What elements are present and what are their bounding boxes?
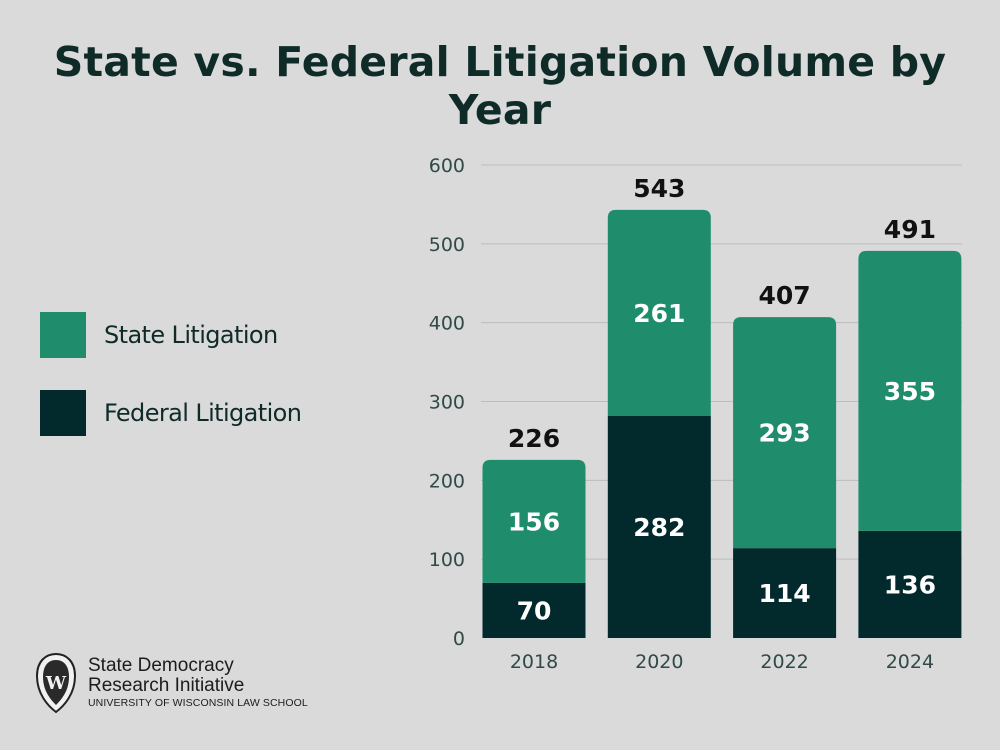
legend-label-state: State Litigation — [104, 321, 278, 349]
total-label-2018: 226 — [508, 424, 560, 453]
y-tick-label: 500 — [429, 234, 465, 256]
x-tick-label-2024: 2024 — [886, 651, 934, 673]
y-tick-label: 200 — [429, 470, 465, 492]
data-label-state-2024: 355 — [884, 377, 936, 406]
bar-state-2018 — [482, 459, 586, 583]
legend-item-state: State Litigation — [40, 312, 301, 358]
bar-federal-2020 — [607, 415, 711, 638]
y-tick-label: 600 — [429, 155, 465, 177]
logo-text: State Democracy Research Initiative UNIV… — [88, 654, 308, 711]
data-label-federal-2022: 114 — [759, 579, 811, 608]
bar-federal-2024 — [858, 530, 962, 638]
data-label-federal-2020: 282 — [633, 513, 685, 542]
bar-federal-2018 — [482, 582, 586, 638]
logo-line-3: UNIVERSITY OF WISCONSIN LAW SCHOOL — [88, 696, 308, 709]
legend-swatch-federal — [40, 390, 86, 436]
x-tick-label-2020: 2020 — [635, 651, 683, 673]
data-label-state-2020: 261 — [633, 299, 685, 328]
bar-state-2020 — [607, 209, 711, 416]
logo: W State Democracy Research Initiative UN… — [34, 652, 308, 714]
x-tick-label-2022: 2022 — [760, 651, 808, 673]
svg-text:W: W — [45, 673, 67, 694]
y-tick-label: 400 — [429, 313, 465, 335]
total-label-2024: 491 — [884, 215, 936, 244]
y-tick-label: 100 — [429, 549, 465, 571]
data-label-federal-2018: 70 — [517, 596, 552, 625]
data-label-state-2022: 293 — [759, 419, 811, 448]
chart-title: State vs. Federal Litigation Volume by Y… — [53, 38, 947, 134]
legend: State Litigation Federal Litigation — [40, 312, 302, 468]
data-label-federal-2024: 136 — [884, 570, 936, 599]
bar-state-2024 — [858, 250, 962, 531]
logo-line-1: State Democracy — [88, 654, 234, 676]
logo-line-2: Research Initiative — [88, 674, 245, 696]
y-tick-label: 300 — [429, 392, 465, 414]
bar-state-2022 — [733, 317, 837, 549]
legend-swatch-state — [40, 312, 86, 358]
total-label-2020: 543 — [633, 174, 685, 203]
total-label-2022: 407 — [759, 281, 811, 310]
legend-label-federal: Federal Litigation — [104, 399, 302, 427]
x-tick-label-2018: 2018 — [510, 651, 558, 673]
data-label-state-2018: 156 — [508, 507, 560, 536]
legend-item-federal: Federal Litigation — [40, 390, 302, 436]
crest-icon: W — [35, 652, 77, 714]
bar-federal-2022 — [733, 548, 837, 638]
y-tick-label: 0 — [453, 628, 465, 650]
